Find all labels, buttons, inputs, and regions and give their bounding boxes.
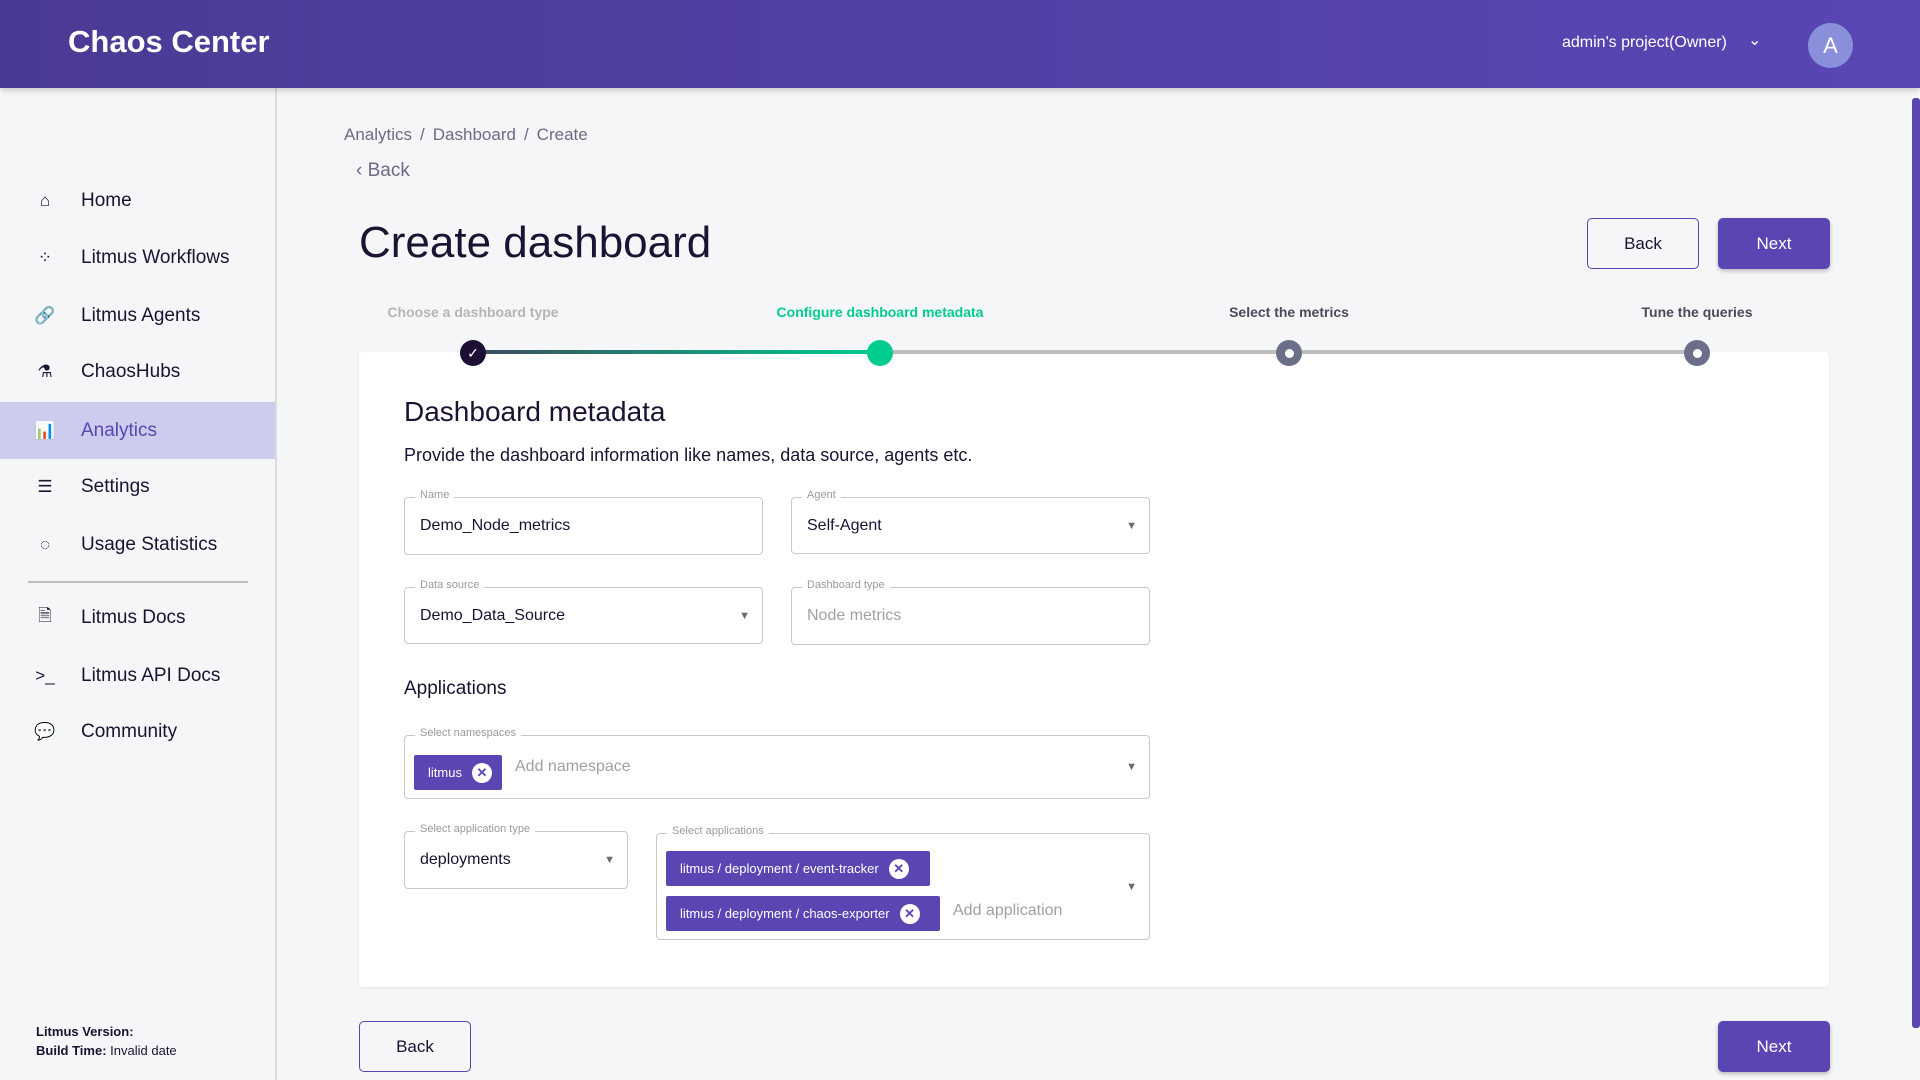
namespace-input[interactable]: Add namespace bbox=[515, 758, 631, 775]
sidebar-item-label: Home bbox=[81, 189, 132, 211]
stepper-progress-done bbox=[473, 350, 880, 354]
field-value: Self-Agent bbox=[807, 516, 882, 534]
step-label-3: Select the metrics bbox=[1229, 304, 1349, 320]
applications-heading: Applications bbox=[404, 678, 507, 699]
caret-down-icon: ▼ bbox=[1126, 761, 1137, 773]
litmus-version: Litmus Version: bbox=[36, 1024, 134, 1039]
sidebar: ⌂ Home ⁘ Litmus Workflows 🔗 Litmus Agents ⚗… bbox=[0, 88, 277, 1080]
namespace-select[interactable]: Select namespaces litmus ✕ Add namespace … bbox=[404, 727, 1150, 799]
sidebar-item-label: Litmus Workflows bbox=[81, 246, 230, 268]
field-label: Data source bbox=[415, 579, 485, 591]
caret-down-icon: ▼ bbox=[739, 609, 750, 622]
sidebar-link-community[interactable]: 💬 Community bbox=[0, 703, 275, 760]
field-value: deployments bbox=[420, 851, 511, 868]
sidebar-item-label: Settings bbox=[81, 475, 150, 497]
sidebar-item-label: Litmus Docs bbox=[81, 606, 186, 628]
application-type-select[interactable]: Select application type deployments ▼ bbox=[404, 823, 628, 889]
step-label-1: Choose a dashboard type bbox=[387, 304, 559, 320]
sidebar-divider bbox=[28, 581, 248, 583]
sidebar-item-label: Community bbox=[81, 720, 178, 742]
sidebar-item-label: Litmus API Docs bbox=[81, 664, 221, 686]
project-selector[interactable]: admin's project(Owner) bbox=[1562, 34, 1727, 51]
document-icon: 🗎 bbox=[38, 606, 52, 625]
caret-down-icon: ▼ bbox=[1126, 880, 1137, 893]
field-label: Select application type bbox=[415, 823, 536, 835]
field-label: Dashboard type bbox=[802, 579, 890, 591]
breadcrumb-separator: / bbox=[420, 125, 425, 144]
applications-select[interactable]: Select applications litmus / deployment … bbox=[656, 825, 1150, 940]
top-bar: Chaos Center admin's project(Owner) ⌄ A bbox=[0, 0, 1920, 88]
namespace-chip: litmus ✕ bbox=[414, 755, 502, 790]
app-title: Chaos Center bbox=[68, 24, 270, 59]
close-icon[interactable]: ✕ bbox=[888, 858, 909, 879]
field-label: Select applications bbox=[667, 825, 769, 837]
sidebar-item-workflows[interactable]: ⁘ Litmus Workflows bbox=[0, 229, 275, 286]
next-button-top[interactable]: Next bbox=[1718, 218, 1830, 269]
card-description: Provide the dashboard information like n… bbox=[404, 445, 973, 465]
breadcrumb-separator: / bbox=[523, 125, 529, 144]
sidebar-item-settings[interactable]: ☰ Settings bbox=[0, 458, 275, 515]
agent-select[interactable]: Agent Self-Agent ▼ bbox=[791, 489, 1150, 554]
sidebar-item-usage-statistics[interactable]: ◌ Usage Statistics bbox=[0, 516, 275, 573]
dashboard-type-field[interactable]: Dashboard type Node metrics bbox=[791, 579, 1150, 645]
terminal-icon: >_ bbox=[35, 665, 55, 685]
application-chip: litmus / deployment / chaos-exporter ✕ bbox=[666, 896, 940, 931]
sidebar-item-label: ChaosHubs bbox=[81, 360, 181, 382]
step-2-dot bbox=[867, 340, 893, 366]
back-button-bottom[interactable]: Back bbox=[359, 1021, 471, 1072]
flask-icon: ⚗ bbox=[37, 361, 53, 381]
avatar[interactable]: A bbox=[1808, 23, 1853, 68]
metadata-card: Dashboard metadata Provide the dashboard… bbox=[359, 352, 1829, 987]
field-label: Agent bbox=[802, 489, 841, 501]
workflows-icon: ⁘ bbox=[37, 247, 53, 267]
build-time: Build Time: Invalid date bbox=[36, 1043, 177, 1058]
chat-icon: 💬 bbox=[34, 721, 56, 741]
sidebar-item-label: Usage Statistics bbox=[81, 533, 218, 555]
field-placeholder: Node metrics bbox=[807, 607, 902, 624]
sidebar-item-label: Litmus Agents bbox=[81, 304, 201, 326]
chevron-left-icon: ‹ bbox=[356, 160, 368, 181]
sidebar-item-home[interactable]: ⌂ Home bbox=[0, 172, 275, 229]
caret-down-icon: ▼ bbox=[1126, 519, 1137, 532]
field-value: Demo_Node_metrics bbox=[420, 517, 571, 534]
step-3-dot bbox=[1276, 340, 1302, 366]
sidebar-item-analytics[interactable]: 📊 Analytics bbox=[0, 402, 275, 459]
home-icon: ⌂ bbox=[39, 190, 51, 210]
analytics-icon: 📊 bbox=[34, 420, 56, 440]
field-label: Select namespaces bbox=[415, 727, 521, 739]
breadcrumb: Analytics / Dashboard / Create bbox=[344, 125, 596, 145]
step-label-2: Configure dashboard metadata bbox=[776, 304, 984, 320]
next-button-bottom[interactable]: Next bbox=[1718, 1021, 1830, 1072]
step-4-dot bbox=[1684, 340, 1710, 366]
card-title: Dashboard metadata bbox=[404, 396, 666, 427]
sliders-icon: ☰ bbox=[37, 476, 53, 496]
page-title: Create dashboard bbox=[359, 218, 712, 267]
sidebar-link-api-docs[interactable]: >_ Litmus API Docs bbox=[0, 647, 275, 704]
close-icon[interactable]: ✕ bbox=[471, 762, 492, 783]
step-1-check-icon: ✓ bbox=[460, 340, 486, 366]
sidebar-link-docs[interactable]: 🗎 Litmus Docs bbox=[0, 589, 275, 646]
sidebar-item-label: Analytics bbox=[81, 419, 158, 441]
application-input[interactable]: Add application bbox=[953, 902, 1063, 919]
back-button-top[interactable]: Back bbox=[1587, 218, 1699, 269]
close-icon[interactable]: ✕ bbox=[899, 903, 920, 924]
sidebar-item-agents[interactable]: 🔗 Litmus Agents bbox=[0, 287, 275, 344]
chevron-down-icon[interactable]: ⌄ bbox=[1748, 32, 1762, 49]
caret-down-icon: ▼ bbox=[604, 854, 615, 866]
scrollbar[interactable] bbox=[1912, 98, 1920, 1028]
field-value: Demo_Data_Source bbox=[420, 606, 565, 624]
field-label: Name bbox=[415, 489, 455, 501]
breadcrumb-analytics[interactable]: Analytics bbox=[344, 125, 413, 144]
breadcrumb-create: Create bbox=[536, 125, 588, 144]
sidebar-item-chaoshubs[interactable]: ⚗ ChaosHubs bbox=[0, 343, 275, 400]
step-label-4: Tune the queries bbox=[1641, 304, 1753, 320]
breadcrumb-dashboard[interactable]: Dashboard bbox=[432, 125, 516, 144]
name-field[interactable]: Name Demo_Node_metrics bbox=[404, 489, 763, 555]
back-link[interactable]: ‹ Back bbox=[356, 160, 410, 181]
data-source-select[interactable]: Data source Demo_Data_Source ▼ bbox=[404, 579, 763, 644]
application-chip: litmus / deployment / event-tracker ✕ bbox=[666, 851, 930, 886]
usage-icon: ◌ bbox=[39, 534, 51, 554]
link-icon: 🔗 bbox=[34, 305, 56, 325]
